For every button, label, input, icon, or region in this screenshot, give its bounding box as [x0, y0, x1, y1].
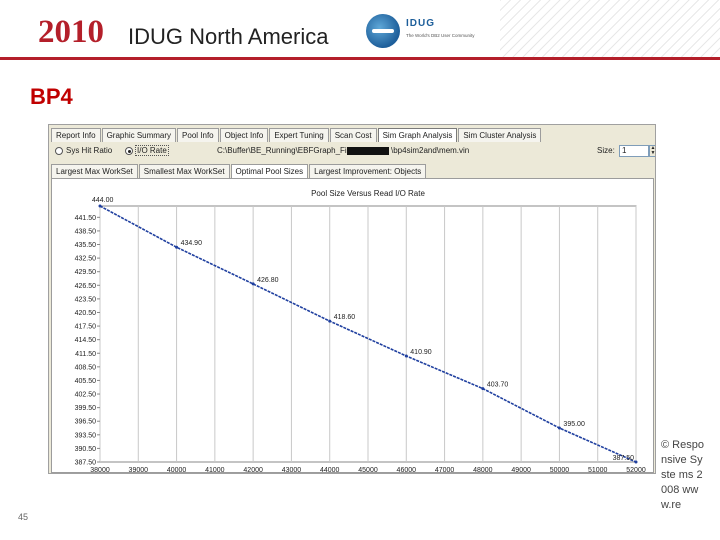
idug-logo: IDUG The World's DB2 User Community: [364, 14, 494, 50]
x-tick-label: 47000: [435, 467, 455, 474]
tab-sim-graph-analysis[interactable]: Sim Graph Analysis: [377, 128, 458, 142]
data-label: 426.80: [257, 277, 279, 284]
file-path-suffix: \bp4sim2and\mem.vin: [391, 146, 470, 155]
header-decoration: [500, 0, 720, 60]
slide-number: 45: [18, 512, 29, 522]
y-tick-label: 438.50: [75, 228, 97, 235]
data-point: [328, 319, 332, 323]
data-label: 418.60: [334, 314, 356, 321]
y-tick-label: 420.50: [75, 310, 97, 317]
redacted-block: [347, 147, 389, 155]
subtab-largest-improvement-objects[interactable]: Largest Improvement: Objects: [309, 164, 427, 178]
y-tick-label: 399.50: [75, 405, 97, 412]
y-tick-label: 414.50: [75, 337, 97, 344]
data-label: 387.50: [613, 455, 635, 462]
x-tick-label: 42000: [243, 467, 263, 474]
logo-text: IDUG: [406, 18, 435, 29]
app-window: Report Info Graphic Summary Pool Info Objec…: [48, 124, 656, 474]
chart-panel: Pool Size Versus Read I/O Rate 38000 39000…: [51, 178, 654, 473]
conference-year: 2010: [38, 14, 104, 50]
tab-expert-tuning[interactable]: Expert Tuning: [269, 128, 329, 142]
y-tick-label: 402.50: [75, 392, 97, 399]
copyright-notice: © Respo nsive Syste ms 2008 www.re: [661, 439, 704, 511]
data-point: [557, 426, 561, 430]
tab-scan-cost[interactable]: Scan Cost: [329, 128, 377, 142]
x-tick-label: 49000: [511, 467, 531, 474]
conference-name: IDUG North America: [128, 24, 329, 49]
globe-icon: [366, 14, 400, 48]
tab-graphic-summary[interactable]: Graphic Summary: [101, 128, 177, 142]
io-rate-radio[interactable]: [125, 147, 133, 155]
y-tick-label: 417.50: [75, 324, 97, 331]
size-input[interactable]: 1: [619, 145, 649, 157]
sub-tab-strip: Largest Max WorkSet Smallest Max WorkSet O…: [51, 164, 427, 178]
chart-title: Pool Size Versus Read I/O Rate: [311, 189, 425, 198]
y-tick-label: 411.50: [75, 351, 96, 358]
subtab-optimal-pool-sizes[interactable]: Optimal Pool Sizes: [230, 164, 309, 178]
y-tick-label: 441.50: [75, 215, 97, 222]
y-tick-label: 426.50: [75, 283, 97, 290]
y-tick-label: 396.50: [75, 419, 97, 426]
y-tick-label: 429.50: [75, 269, 97, 276]
main-tab-strip: Report Info Graphic Summary Pool Info Objec…: [51, 128, 542, 142]
size-label: Size:: [597, 146, 615, 155]
x-tick-label: 46000: [397, 467, 417, 474]
data-point: [251, 282, 255, 286]
file-path-prefix: C:\Buffer\BE_Running\EBFGraph_Files\: [217, 146, 360, 155]
sys-hit-ratio-label: Sys Hit Ratio: [66, 146, 113, 155]
x-tick-label: 40000: [167, 467, 187, 474]
x-tick-label: 41000: [205, 467, 225, 474]
data-point: [404, 354, 408, 358]
data-label: 403.70: [487, 382, 509, 389]
data-label: 434.90: [181, 240, 203, 247]
x-tick-label: 52000: [626, 467, 646, 474]
x-tick-label: 43000: [282, 467, 302, 474]
series-line: [99, 205, 637, 463]
logo-subtext: The World's DB2 User Community: [406, 33, 475, 38]
pool-size-chart: Pool Size Versus Read I/O Rate 38000 39000…: [75, 189, 646, 474]
x-tick-label: 39000: [129, 467, 149, 474]
y-tick-label: 390.50: [75, 446, 97, 453]
data-point: [175, 245, 179, 249]
data-point: [98, 204, 102, 208]
tab-sim-cluster-analysis[interactable]: Sim Cluster Analysis: [458, 128, 542, 142]
x-tick-label: 38000: [90, 467, 110, 474]
x-tick-label: 48000: [473, 467, 493, 474]
data-label: 395.00: [563, 421, 585, 428]
y-tick-label: 387.50: [75, 460, 97, 467]
x-tick-label: 44000: [320, 467, 340, 474]
x-tick-label: 51000: [588, 467, 608, 474]
tab-object-info[interactable]: Object Info: [219, 128, 269, 142]
x-tick-label: 45000: [358, 467, 378, 474]
sys-hit-ratio-radio[interactable]: [55, 147, 63, 155]
y-tick-label: 432.50: [75, 256, 97, 263]
y-tick-label: 405.50: [75, 378, 97, 385]
data-label: 410.90: [410, 349, 432, 356]
y-tick-label: 393.50: [75, 432, 97, 439]
data-label: 444.00: [92, 197, 114, 204]
subtab-largest-max-workset[interactable]: Largest Max WorkSet: [51, 164, 138, 178]
header-rule: [0, 57, 720, 60]
tab-pool-info[interactable]: Pool Info: [177, 128, 219, 142]
data-point: [634, 460, 638, 464]
y-tick-label: 435.50: [75, 242, 97, 249]
data-point: [481, 387, 485, 391]
slide-title: BP4: [30, 84, 73, 109]
y-tick-label: 408.50: [75, 364, 97, 371]
io-rate-label: I/O Rate: [135, 145, 169, 156]
options-row: Sys Hit Ratio I/O Rate C:\Buffer\BE_Runn…: [53, 145, 656, 159]
size-spinner[interactable]: ▲ ▼: [649, 145, 656, 157]
slide-header: 2010 IDUG North America IDUG The World's…: [0, 0, 720, 60]
tab-report-info[interactable]: Report Info: [51, 128, 101, 142]
subtab-smallest-max-workset[interactable]: Smallest Max WorkSet: [138, 164, 230, 178]
y-tick-label: 423.50: [75, 296, 97, 303]
x-tick-label: 50000: [550, 467, 570, 474]
